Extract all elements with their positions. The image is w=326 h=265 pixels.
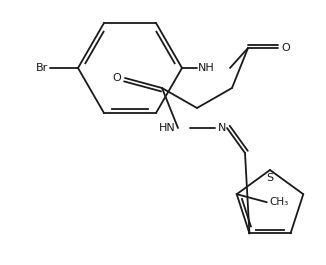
Text: S: S bbox=[266, 173, 274, 183]
Text: O: O bbox=[281, 43, 290, 53]
Text: NH: NH bbox=[198, 63, 215, 73]
Text: HN: HN bbox=[159, 123, 176, 133]
Text: N: N bbox=[218, 123, 226, 133]
Text: CH₃: CH₃ bbox=[270, 197, 289, 207]
Text: O: O bbox=[112, 73, 121, 83]
Text: Br: Br bbox=[36, 63, 48, 73]
